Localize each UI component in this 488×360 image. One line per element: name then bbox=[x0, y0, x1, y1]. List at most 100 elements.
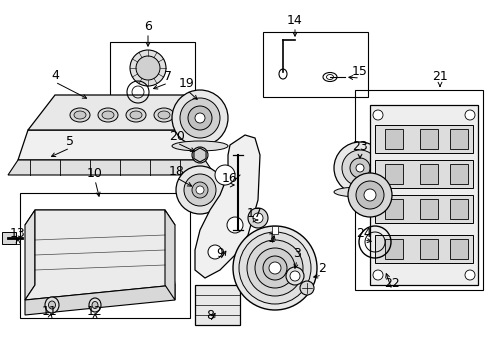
Bar bbox=[374, 160, 472, 188]
Text: 10: 10 bbox=[87, 167, 103, 180]
Bar bbox=[110, 42, 195, 110]
Circle shape bbox=[192, 147, 207, 163]
Bar bbox=[449, 239, 467, 259]
Text: 24: 24 bbox=[355, 227, 371, 240]
Ellipse shape bbox=[48, 301, 55, 309]
Text: 22: 22 bbox=[384, 277, 399, 290]
Polygon shape bbox=[18, 130, 204, 160]
Bar bbox=[419, 199, 437, 219]
Text: 19: 19 bbox=[179, 77, 195, 90]
Text: 16: 16 bbox=[222, 172, 237, 185]
Bar bbox=[384, 239, 402, 259]
Circle shape bbox=[226, 217, 243, 233]
Circle shape bbox=[349, 158, 369, 178]
Circle shape bbox=[299, 281, 313, 295]
Bar bbox=[263, 32, 367, 97]
Text: 12: 12 bbox=[87, 305, 102, 318]
Circle shape bbox=[341, 150, 377, 186]
Ellipse shape bbox=[89, 298, 101, 312]
Text: 8: 8 bbox=[205, 309, 214, 322]
Polygon shape bbox=[25, 210, 35, 300]
Text: 9: 9 bbox=[216, 247, 224, 260]
Text: 14: 14 bbox=[286, 14, 302, 27]
Text: 5: 5 bbox=[66, 135, 74, 148]
Circle shape bbox=[355, 181, 383, 209]
Text: 13: 13 bbox=[10, 227, 26, 240]
Polygon shape bbox=[25, 285, 175, 315]
Circle shape bbox=[130, 50, 165, 86]
Bar bbox=[419, 164, 437, 184]
Bar bbox=[271, 226, 278, 234]
Polygon shape bbox=[25, 210, 175, 225]
Text: 2: 2 bbox=[317, 262, 325, 275]
Text: 4: 4 bbox=[51, 69, 59, 82]
Circle shape bbox=[254, 248, 294, 288]
Circle shape bbox=[246, 240, 303, 296]
Ellipse shape bbox=[70, 108, 90, 122]
Ellipse shape bbox=[45, 297, 59, 313]
Ellipse shape bbox=[333, 187, 385, 197]
Polygon shape bbox=[25, 210, 175, 300]
Circle shape bbox=[136, 56, 160, 80]
Circle shape bbox=[180, 98, 220, 138]
Circle shape bbox=[289, 271, 299, 281]
Bar bbox=[20, 193, 190, 318]
Polygon shape bbox=[194, 148, 205, 162]
Circle shape bbox=[252, 213, 263, 223]
Text: 17: 17 bbox=[246, 207, 263, 220]
Circle shape bbox=[464, 270, 474, 280]
Circle shape bbox=[172, 90, 227, 146]
Polygon shape bbox=[195, 285, 240, 325]
Polygon shape bbox=[8, 160, 215, 175]
Bar bbox=[449, 199, 467, 219]
Circle shape bbox=[176, 166, 224, 214]
Polygon shape bbox=[195, 135, 260, 278]
Bar bbox=[354, 90, 482, 290]
Text: 1: 1 bbox=[267, 232, 275, 245]
Circle shape bbox=[285, 267, 304, 285]
Text: 23: 23 bbox=[351, 140, 367, 153]
Text: 21: 21 bbox=[431, 70, 447, 83]
Circle shape bbox=[207, 245, 222, 259]
Ellipse shape bbox=[158, 111, 170, 119]
Ellipse shape bbox=[130, 111, 142, 119]
Circle shape bbox=[347, 173, 391, 217]
Bar bbox=[384, 129, 402, 149]
Bar bbox=[2, 232, 16, 244]
Circle shape bbox=[464, 110, 474, 120]
Circle shape bbox=[355, 164, 363, 172]
Ellipse shape bbox=[74, 111, 86, 119]
Circle shape bbox=[183, 174, 216, 206]
Circle shape bbox=[215, 165, 235, 185]
Bar bbox=[419, 239, 437, 259]
Ellipse shape bbox=[172, 141, 227, 151]
Bar bbox=[449, 164, 467, 184]
Text: 15: 15 bbox=[351, 65, 367, 78]
Ellipse shape bbox=[154, 108, 174, 122]
Circle shape bbox=[263, 256, 286, 280]
Bar bbox=[374, 195, 472, 223]
Ellipse shape bbox=[126, 108, 146, 122]
Circle shape bbox=[232, 226, 316, 310]
Text: 18: 18 bbox=[169, 165, 184, 178]
Text: 3: 3 bbox=[292, 247, 300, 260]
Circle shape bbox=[187, 106, 212, 130]
Circle shape bbox=[372, 110, 382, 120]
Bar bbox=[384, 164, 402, 184]
Bar bbox=[449, 129, 467, 149]
Circle shape bbox=[247, 208, 267, 228]
Ellipse shape bbox=[92, 302, 98, 309]
Ellipse shape bbox=[98, 108, 118, 122]
Text: 6: 6 bbox=[144, 20, 152, 33]
Bar bbox=[419, 129, 437, 149]
Circle shape bbox=[239, 232, 310, 304]
Circle shape bbox=[196, 186, 203, 194]
Text: 7: 7 bbox=[163, 70, 172, 83]
Bar bbox=[374, 125, 472, 153]
Circle shape bbox=[195, 113, 204, 123]
Text: 11: 11 bbox=[42, 305, 58, 318]
Bar bbox=[374, 235, 472, 263]
Text: 20: 20 bbox=[169, 130, 184, 143]
Circle shape bbox=[192, 182, 207, 198]
Circle shape bbox=[372, 270, 382, 280]
